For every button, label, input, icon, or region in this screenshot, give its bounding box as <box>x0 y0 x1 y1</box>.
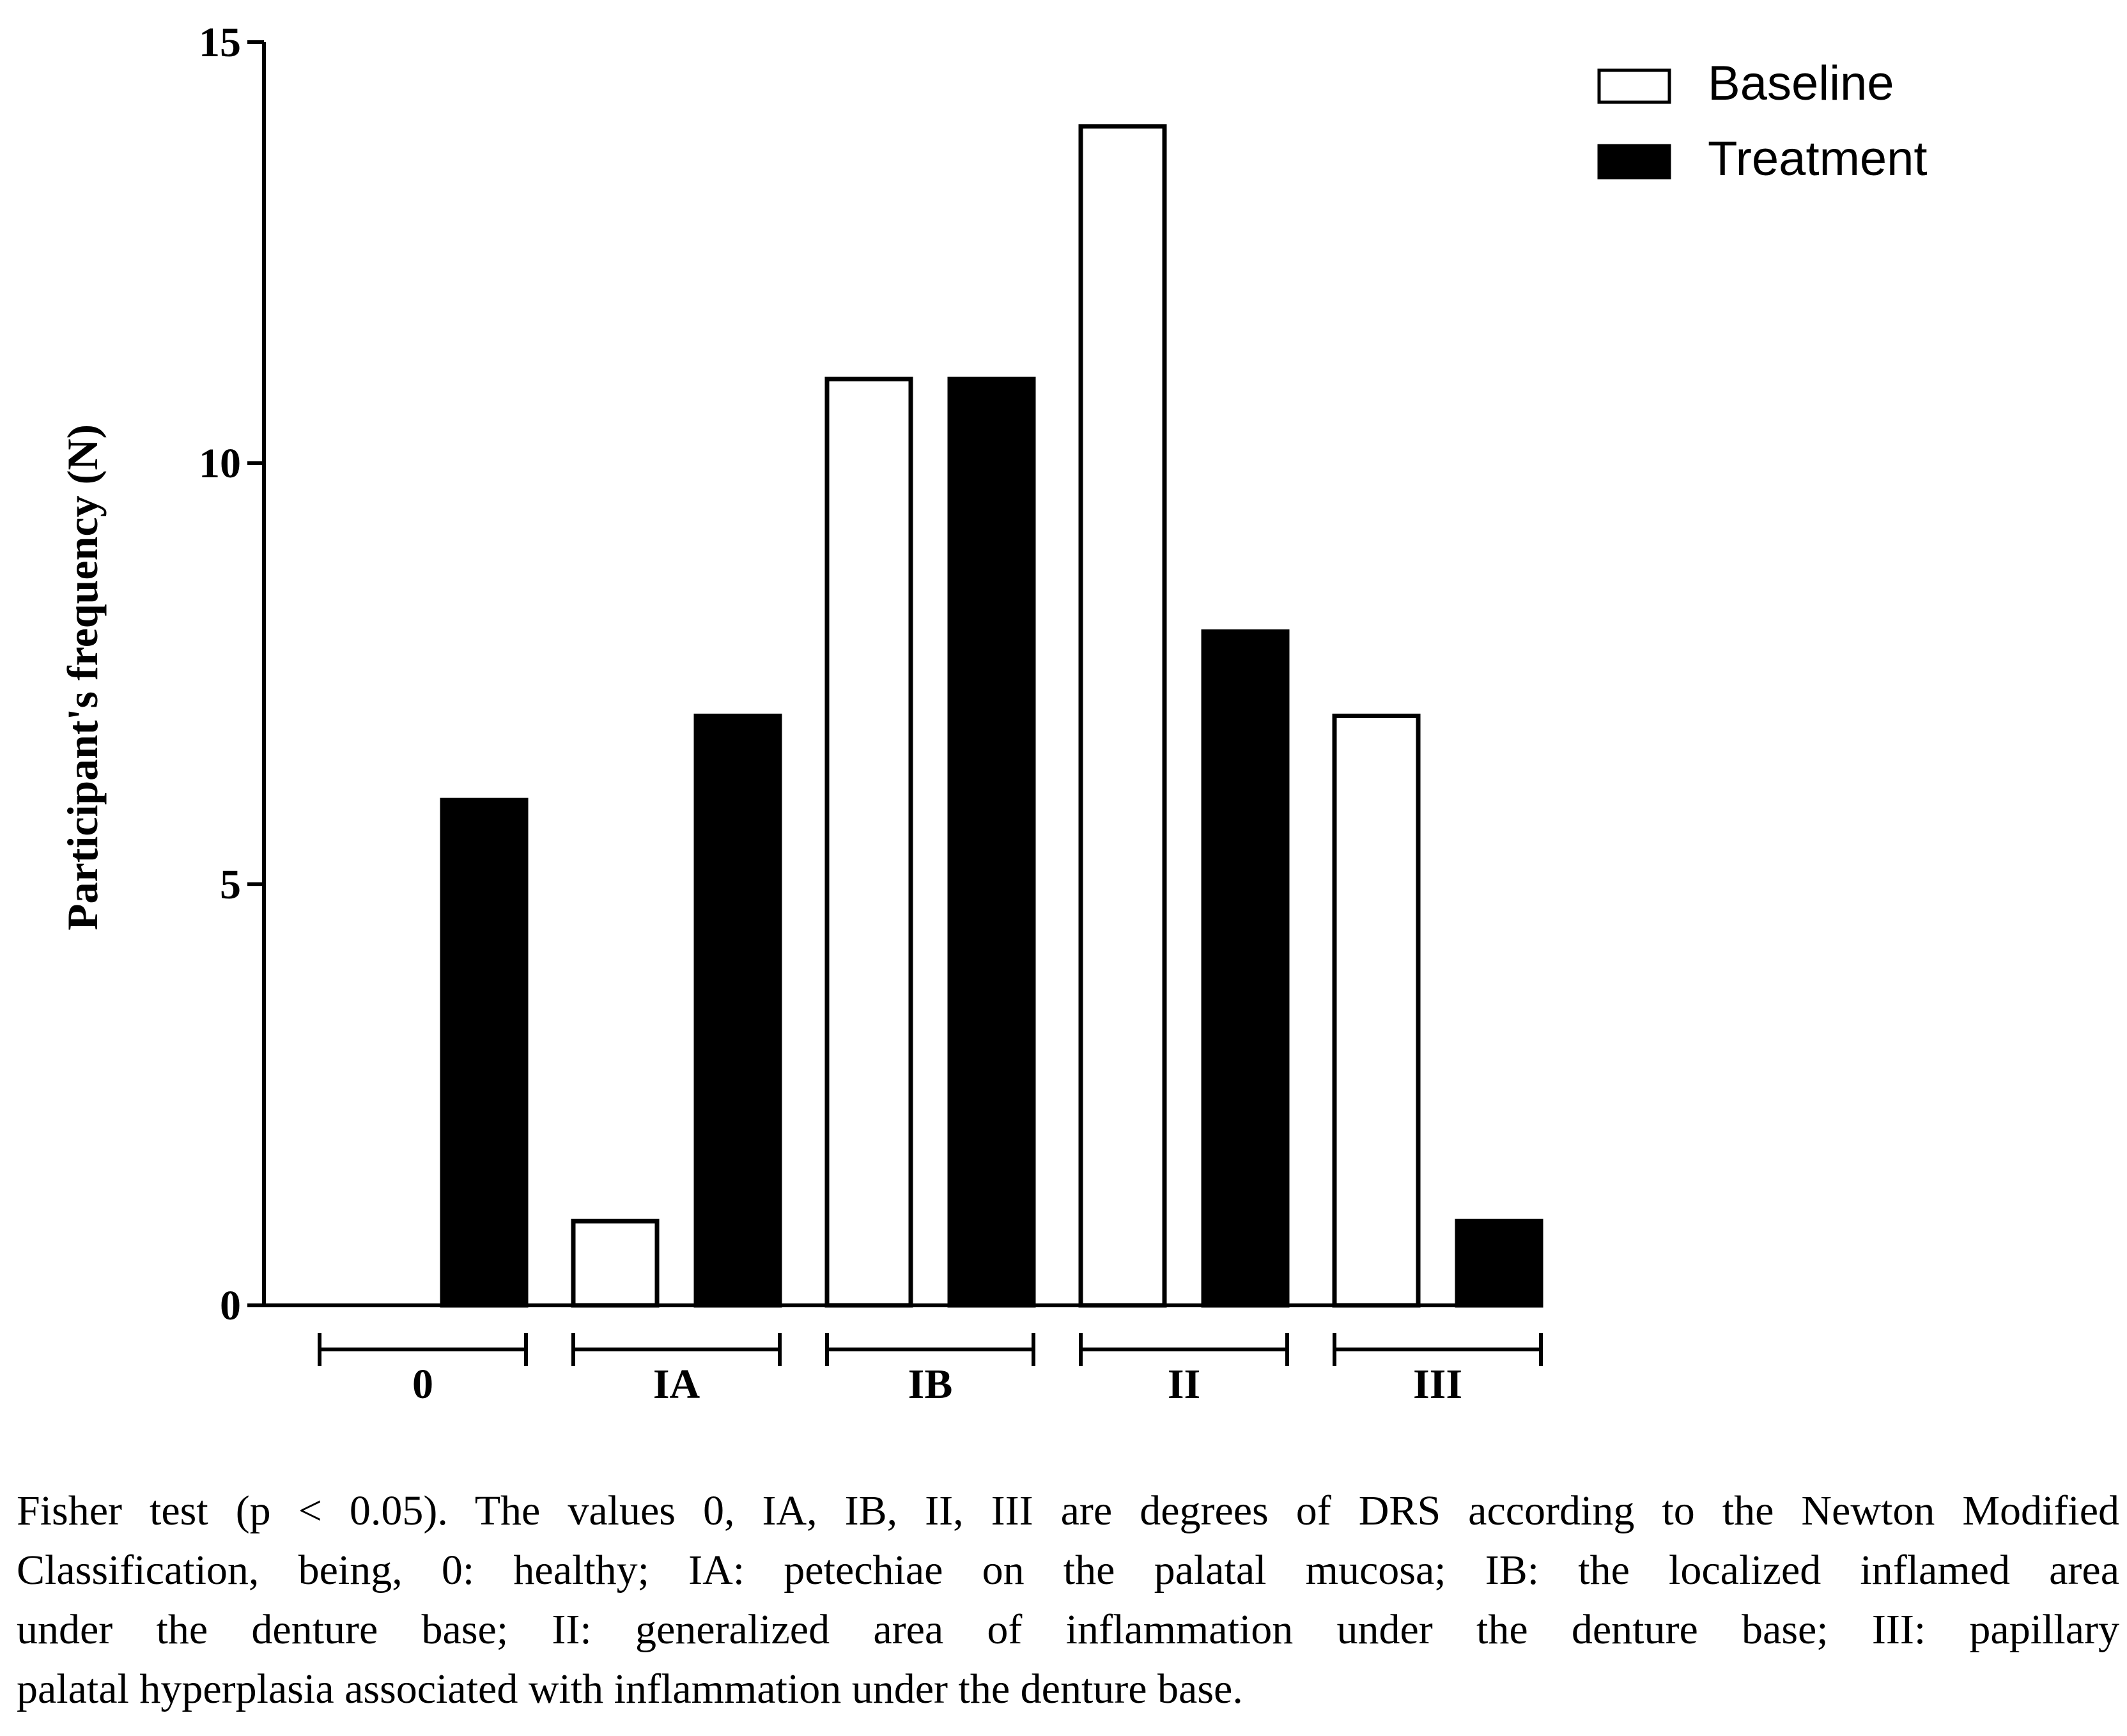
x-tick-label: III <box>1413 1361 1462 1408</box>
y-tick-label: 0 <box>220 1282 241 1329</box>
bars <box>440 124 1543 1308</box>
y-axis: 0 5 10 15 <box>199 19 266 1329</box>
caption-line: Fisher test (p < 0.05). The values 0, IA… <box>17 1487 2119 1534</box>
x-tick-label: 0 <box>412 1361 433 1408</box>
bar-baseline <box>824 376 913 1308</box>
bar-treatment <box>1201 629 1290 1308</box>
bar-baseline <box>1078 124 1167 1308</box>
x-tick-label: II <box>1168 1361 1200 1408</box>
caption-line: palatal hyperplasia associated with infl… <box>17 1666 1243 1712</box>
legend-swatch-baseline <box>1597 68 1671 104</box>
bar-treatment <box>947 376 1036 1308</box>
y-tick-label: 10 <box>199 440 241 487</box>
y-tick-label: 15 <box>199 19 241 66</box>
bar-treatment <box>1455 1218 1543 1308</box>
caption-line: Classification, being, 0: healthy; IA: p… <box>17 1547 2119 1594</box>
bar-baseline <box>1332 713 1421 1308</box>
legend-swatch-treatment <box>1597 144 1671 180</box>
legend-label: Baseline <box>1708 56 1894 111</box>
caption-line: under the denture base; II: generalized … <box>17 1606 2119 1653</box>
x-axis: 0 IA IB II III <box>262 1303 1543 1408</box>
bar-treatment <box>693 713 782 1308</box>
bar-treatment <box>440 797 529 1308</box>
figure-caption: Fisher test (p < 0.05). The values 0, IA… <box>17 1481 2119 1719</box>
legend: Baseline Treatment <box>1597 56 1928 186</box>
x-tick-label: IB <box>908 1361 953 1408</box>
x-tick-label: IA <box>653 1361 700 1408</box>
bar-baseline <box>571 1218 660 1308</box>
y-axis-label: Participant's frequency (N) <box>58 424 107 930</box>
legend-label: Treatment <box>1708 132 1928 186</box>
y-tick-label: 5 <box>220 861 241 908</box>
